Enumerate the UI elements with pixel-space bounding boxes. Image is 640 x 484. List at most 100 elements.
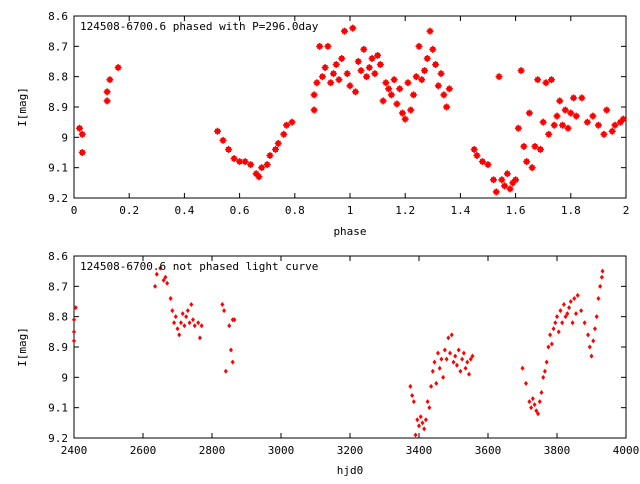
data-point <box>539 390 544 395</box>
data-point <box>589 353 594 359</box>
y-tick-label: 8.9 <box>48 341 68 354</box>
data-point <box>559 121 567 129</box>
data-point <box>352 88 360 96</box>
x-tick-label: 3800 <box>544 444 571 457</box>
data-point <box>398 109 406 117</box>
data-point <box>178 320 183 326</box>
data-point <box>223 368 228 374</box>
data-point <box>288 118 296 126</box>
data-point <box>537 399 542 405</box>
data-point <box>558 308 563 314</box>
data-point <box>448 350 453 356</box>
data-point <box>321 64 329 72</box>
data-point <box>360 45 368 53</box>
data-point <box>451 359 456 365</box>
data-point <box>446 335 451 341</box>
data-point <box>587 344 592 350</box>
data-point <box>329 70 337 78</box>
data-point <box>534 76 542 84</box>
data-point <box>589 112 597 120</box>
data-point <box>410 393 415 399</box>
data-point <box>187 320 192 326</box>
data-point <box>412 73 420 81</box>
x-tick-label: 0.6 <box>230 204 250 217</box>
data-point <box>545 130 553 138</box>
data-point <box>465 359 470 365</box>
data-point <box>441 374 446 380</box>
axis-ticks: 2400 2600 2800 3000 3200 3400 3600 3800 4000 8.6 8… <box>48 250 639 457</box>
data-point <box>421 67 429 75</box>
data-point <box>444 356 449 362</box>
data-point <box>316 42 324 50</box>
data-point <box>192 323 197 329</box>
data-point <box>468 356 473 362</box>
plot-frame <box>73 15 627 199</box>
data-point <box>592 326 597 332</box>
data-point <box>184 314 189 320</box>
data-point <box>432 359 437 365</box>
data-point <box>219 136 227 144</box>
data-point <box>445 85 453 93</box>
x-tick-label: 0.2 <box>119 204 139 217</box>
data-point <box>528 164 536 172</box>
data-point <box>461 350 466 356</box>
data-point <box>338 54 346 62</box>
y-axis-label: I[mag] <box>16 327 29 367</box>
data-point <box>556 329 561 335</box>
data-point <box>332 61 340 69</box>
data-point <box>274 139 282 147</box>
data-point <box>460 356 465 362</box>
data-point <box>423 54 431 62</box>
data-point <box>449 332 454 338</box>
data-point <box>434 380 439 386</box>
data-point <box>594 121 602 129</box>
x-tick-label: 0 <box>71 204 78 217</box>
data-points <box>76 24 627 196</box>
data-point <box>396 85 404 93</box>
x-tick-label: 1 <box>347 204 354 217</box>
data-point <box>536 145 544 153</box>
data-point <box>596 295 601 301</box>
data-point <box>570 320 575 326</box>
x-tick-label: 3000 <box>268 444 295 457</box>
data-point <box>463 365 468 371</box>
data-point <box>553 112 561 120</box>
x-tick-label: 3600 <box>475 444 502 457</box>
data-point <box>103 88 111 96</box>
data-point <box>470 145 478 153</box>
data-point <box>365 64 373 72</box>
data-point <box>225 145 233 153</box>
data-point <box>506 185 514 193</box>
data-point <box>498 176 506 184</box>
data-point <box>72 317 76 323</box>
x-axis-label: hjd0 <box>337 464 364 477</box>
data-point <box>227 323 232 329</box>
data-point <box>470 353 475 359</box>
data-point <box>531 142 539 150</box>
x-tick-label: 1.2 <box>395 204 415 217</box>
data-point <box>572 295 577 301</box>
y-tick-label: 8.6 <box>48 10 68 23</box>
data-point <box>371 70 379 78</box>
data-point <box>564 124 572 132</box>
data-point <box>478 158 486 166</box>
unphased-light-curve-panel: 2400 2600 2800 3000 3200 3400 3600 3800 4000 8.6 8… <box>16 250 639 477</box>
data-point <box>409 91 417 99</box>
data-point <box>523 158 531 166</box>
data-point <box>512 176 520 184</box>
data-point <box>426 27 434 35</box>
data-point <box>529 405 534 411</box>
axis-ticks: 0 0.2 0.4 0.6 0.8 1 1.2 1.4 1.6 1.8 2 8.6 8.7 8.8 8.9 9… <box>48 10 629 217</box>
data-point <box>467 371 472 377</box>
data-point <box>551 326 556 332</box>
data-points <box>72 265 605 438</box>
y-axis-label: I[mag] <box>16 87 29 127</box>
data-point <box>196 320 201 326</box>
chart-title: 124508-6700.6 not phased light curve <box>80 260 318 273</box>
data-point <box>177 332 182 338</box>
data-point <box>335 76 343 84</box>
y-tick-label: 8.8 <box>48 311 68 324</box>
data-point <box>78 130 86 138</box>
data-point <box>349 24 357 32</box>
data-point <box>579 308 584 314</box>
